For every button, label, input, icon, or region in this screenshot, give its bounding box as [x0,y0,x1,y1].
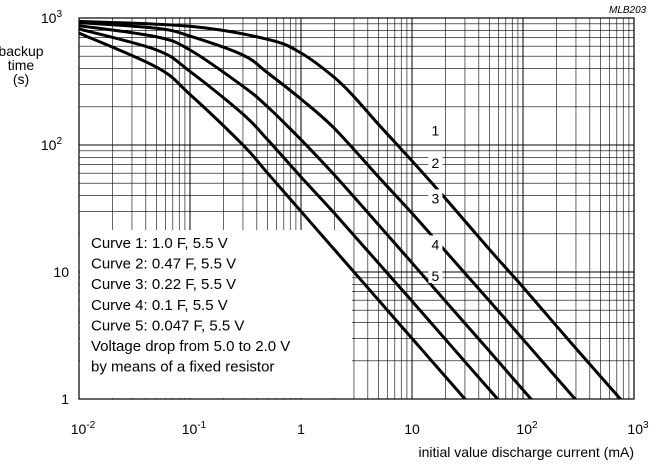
series-curve-2 [79,21,578,399]
curve-label-2: 2 [432,155,440,171]
x-tick-label: 102 [516,420,538,437]
legend: Curve 1: 1.0 F, 5.5 V Curve 2: 0.47 F, 5.… [91,235,290,376]
y-tick-label: 103 [41,9,63,26]
series-curve-4 [79,27,500,399]
legend-line-1: Curve 1: 1.0 F, 5.5 V [91,235,228,252]
x-tick-label: 1 [297,421,305,437]
curves [79,19,623,399]
x-tick-label: 10 [404,421,420,437]
curve-label-4: 4 [432,236,440,252]
y-tick-label: 10 [53,264,69,280]
curve-label-3: 3 [432,190,440,206]
series-curve-3 [79,24,533,399]
curve-label-bg [428,189,443,206]
curve-label-1: 1 [432,123,440,139]
curve-label-bg [428,154,443,171]
y-tick-label: 1 [61,391,69,407]
curve-label-5: 5 [432,268,440,284]
plot-frame [78,17,635,400]
curve-labels: 1 2 3 4 5 [428,121,443,284]
x-axis-label: initial value discharge current (mA) [418,444,634,460]
legend-line-7: by means of a fixed resistor [91,359,274,376]
figure-reference: MLB203 [609,5,647,16]
legend-line-4: Curve 4: 0.1 F, 5.5 V [91,297,228,314]
legend-line-3: Curve 3: 0.22 F, 5.5 V [91,276,236,293]
y-tick-label: 102 [41,136,63,153]
series-curve-1 [79,19,623,399]
y-axis-label: backup time (s) [0,43,44,87]
legend-line-6: Voltage drop from 5.0 to 2.0 V [91,338,290,355]
legend-line-5: Curve 5: 0.047 F, 5.5 V [91,317,244,334]
curve-label-bg [428,267,443,284]
legend-box [80,230,352,398]
x-tick-label: 103 [627,420,649,437]
tick-labels: 10-2 10-1 1 10 102 103 1 10 102 103 [41,9,649,437]
legend-line-2: Curve 2: 0.47 F, 5.5 V [91,256,236,273]
series-curve-5 [79,31,467,399]
curve-label-bg [428,235,443,252]
x-tick-label: 10-1 [182,420,207,437]
x-tick-label: 10-2 [71,420,96,437]
curve-label-bg [428,121,443,138]
